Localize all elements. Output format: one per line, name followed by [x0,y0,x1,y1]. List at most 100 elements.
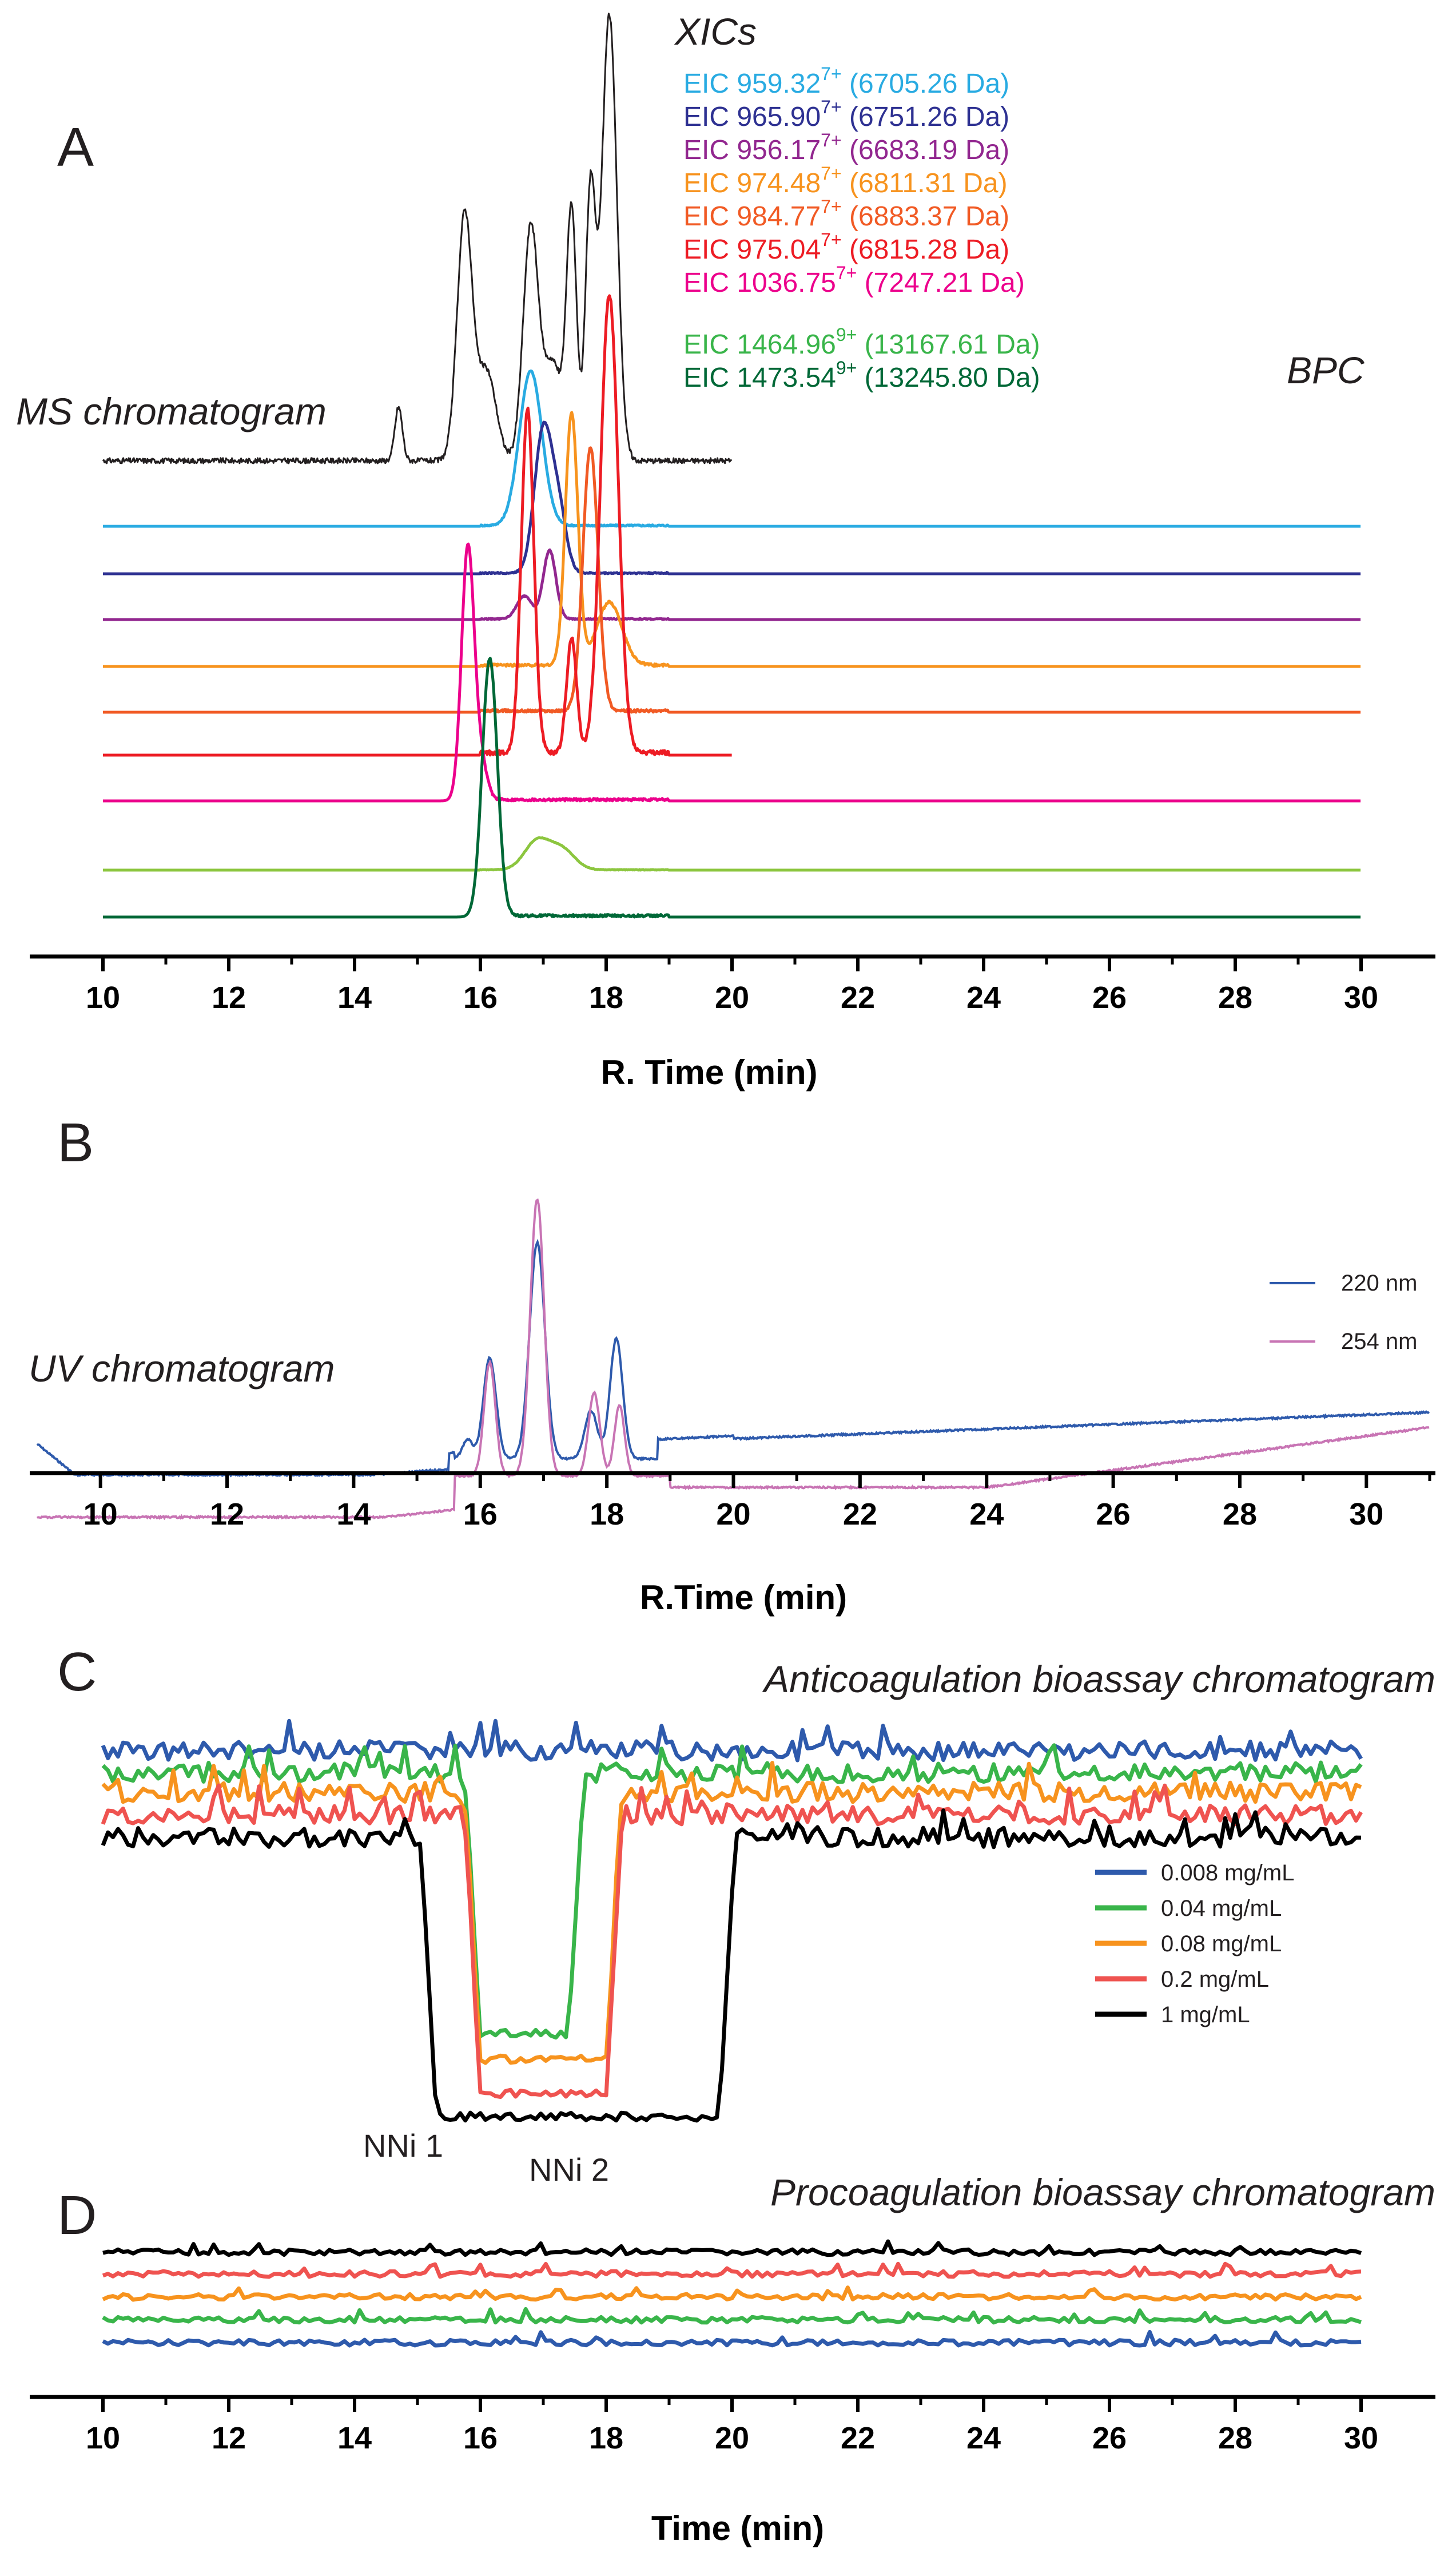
concentration-legend-label: 1 mg/mL [1161,2002,1250,2027]
panel-letter-c: C [57,1641,97,1702]
trace-eic-4 [102,411,1362,668]
legend-eic-name: EIC 956.17 [683,135,821,165]
legend-mass: (7247.21 Da) [857,268,1025,298]
panel-a-x-axis: 10 12 14 16 18 20 22 24 26 28 30 [30,954,1435,1015]
anticoag-trace-1 [101,1743,1363,2040]
panel-d-x-label: Time (min) [651,2509,824,2547]
trace-eic-6 [102,294,733,757]
d-axis-tick-label: 20 [715,2421,749,2455]
trace-eic-3 [102,548,1362,621]
a-axis-tick-label: 14 [337,981,372,1015]
uv-legend-label: 254 nm [1341,1329,1417,1354]
legend-mass: (13167.61 Da) [857,330,1040,360]
xics-label: XICs [674,10,757,53]
panel-letter-d: D [57,2185,97,2246]
anticoag-trace-0 [101,1718,1363,1763]
a-axis-tick-label: 22 [841,981,875,1015]
panel-letter-a: A [57,117,94,178]
legend-eic-name: EIC 975.04 [683,235,821,265]
a-axis-tick-label: 24 [966,981,1001,1015]
legend-entry: EIC 1464.969+ (13167.61 Da) [683,324,1040,360]
anticoag-trace-3 [101,1783,1363,2099]
d-axis-tick-label: 18 [589,2421,623,2455]
legend-mass: (6751.26 Da) [842,102,1010,132]
legend-eic-name: EIC 1036.75 [683,268,836,298]
b-axis-tick-label: 10 [83,1497,118,1531]
panel-d-traces [102,2239,1362,2348]
legend-eic-name: EIC 1473.54 [683,363,836,393]
legend-mass: (6705.26 Da) [842,69,1010,99]
panel-d-x-axis: 10 12 14 16 18 20 22 24 26 28 30 [30,2395,1435,2455]
procoag-trace-2 [102,2285,1362,2302]
a-axis-tick-label: 26 [1092,981,1127,1015]
legend-entry: EIC 956.177+ (6683.19 Da) [683,130,1009,165]
ms-chromatogram-label: MS chromatogram [16,390,327,432]
panel-letter-b: B [57,1112,94,1173]
bpc-label: BPC [1287,349,1365,391]
legend-eic-name: EIC 974.48 [683,168,821,199]
panel-a-x-label: R. Time (min) [601,1053,818,1092]
anticoag-trace-2 [101,1761,1362,2065]
uv-legend-label: 220 nm [1341,1271,1417,1296]
trace-eic-8 [102,836,1362,872]
legend-entry: EIC 1473.549+ (13245.80 Da) [683,358,1040,393]
a-axis-tick-label: 28 [1218,981,1252,1015]
uv-legend: 220 nm 254 nm [1270,1271,1417,1354]
legend-charge: 7+ [821,229,841,250]
d-axis-tick-label: 14 [337,2421,372,2455]
a-axis-tick-label: 12 [212,981,246,1015]
a-axis-tick-label: 20 [715,981,749,1015]
d-axis-tick-label: 30 [1344,2421,1378,2455]
b-axis-tick-label: 30 [1349,1497,1383,1531]
trace-eic-2 [102,420,1362,576]
legend-charge: 7+ [821,163,841,184]
procoag-trace-3 [102,2307,1362,2325]
a-axis-tick-label: 10 [86,981,120,1015]
d-axis-tick-label: 22 [841,2421,875,2455]
concentration-legend-label: 0.04 mg/mL [1161,1896,1282,1921]
legend-eic-name: EIC 959.32 [683,69,821,99]
b-axis-tick-label: 20 [716,1497,750,1531]
legend-eic-name: EIC 1464.96 [683,330,836,360]
panel-a-traces [102,13,1362,919]
trace-eic-7 [102,542,1362,803]
legend-charge: 9+ [836,324,857,345]
trace-eic-5 [102,446,1362,714]
d-axis-tick-label: 24 [966,2421,1001,2455]
d-axis-tick-label: 10 [86,2421,120,2455]
legend-entry: EIC 984.777+ (6883.37 Da) [683,196,1009,232]
legend-charge: 9+ [836,358,857,378]
uv-chromatogram-label: UV chromatogram [29,1347,335,1390]
legend-mass: (13245.80 Da) [857,363,1040,393]
d-axis-tick-label: 12 [212,2421,246,2455]
trace-bpc [102,13,733,465]
d-axis-tick-label: 16 [463,2421,498,2455]
b-axis-tick-label: 24 [969,1497,1004,1531]
b-axis-tick-label: 26 [1096,1497,1131,1531]
legend-entry: EIC 959.327+ (6705.26 Da) [683,63,1009,99]
legend-mass: (6815.28 Da) [842,235,1010,265]
concentration-legend-label: 0.2 mg/mL [1161,1967,1269,1992]
legend-entry: EIC 974.487+ (6811.31 Da) [683,163,1008,199]
legend-eic-name: EIC 965.90 [683,102,821,132]
legend-eic-name: EIC 984.77 [683,201,821,232]
b-axis-tick-label: 18 [590,1497,624,1531]
b-axis-tick-label: 22 [843,1497,877,1531]
procoag-trace-0 [102,2239,1362,2257]
legend-charge: 7+ [821,130,841,150]
concentration-legend-label: 0.008 mg/mL [1161,1860,1294,1886]
legend-entry: EIC 975.047+ (6815.28 Da) [683,229,1009,265]
anticoagulation-title: Anticoagulation bioassay chromatogram [762,1658,1435,1700]
b-axis-tick-label: 14 [336,1497,371,1531]
legend-entry: EIC 965.907+ (6751.26 Da) [683,97,1009,132]
anticoag-trace-4 [101,1808,1362,2123]
legend-mass: (6883.37 Da) [842,201,1010,232]
legend-charge: 7+ [836,263,857,283]
a-axis-tick-label: 30 [1344,981,1378,1015]
procoag-trace-4 [102,2329,1362,2348]
xic-legend: EIC 959.327+ (6705.26 Da)EIC 965.907+ (6… [683,63,1040,393]
legend-charge: 7+ [821,196,841,217]
peak-label-nni2: NNi 2 [529,2152,609,2188]
b-axis-tick-label: 28 [1223,1497,1257,1531]
